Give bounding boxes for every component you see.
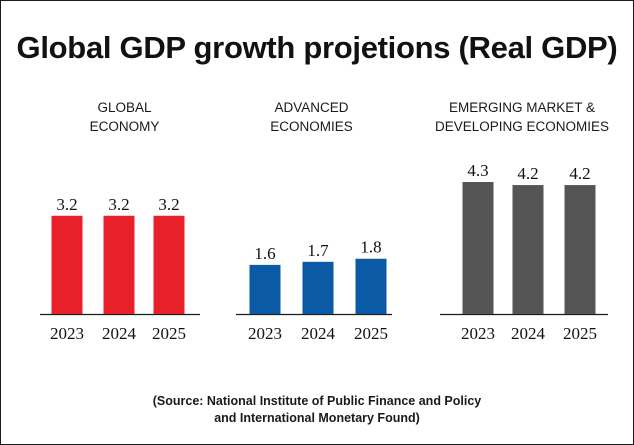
panel-title-advanced: ADVANCED ECONOMIES — [270, 100, 353, 134]
data-label-emerging-2025: 4.2 — [569, 164, 590, 183]
panel-title-global: GLOBAL ECONOMY — [89, 100, 160, 134]
bar-global-2024 — [103, 215, 135, 314]
data-label-global-2024: 3.2 — [108, 195, 129, 214]
x-tick-advanced-2024: 2024 — [301, 324, 336, 343]
x-tick-advanced-2025: 2025 — [354, 324, 388, 343]
x-tick-global-2023: 2023 — [50, 324, 84, 343]
bar-global-2025 — [153, 215, 185, 314]
x-tick-advanced-2023: 2023 — [248, 324, 282, 343]
bar-advanced-2025 — [355, 258, 387, 314]
panel-title-emerging: EMERGING MARKET & DEVELOPING ECONOMIES — [434, 100, 610, 134]
data-label-advanced-2025: 1.8 — [360, 238, 381, 257]
chart-title: Global GDP growth projetions (Real GDP) — [16, 30, 618, 65]
x-tick-global-2024: 2024 — [102, 324, 137, 343]
x-tick-emerging-2023: 2023 — [461, 324, 495, 343]
data-label-global-2025: 3.2 — [158, 195, 179, 214]
bar-advanced-2024 — [302, 261, 334, 314]
data-label-advanced-2024: 1.7 — [307, 241, 329, 260]
bar-emerging-2025 — [564, 185, 596, 314]
data-label-global-2023: 3.2 — [56, 195, 77, 214]
x-tick-global-2025: 2025 — [152, 324, 186, 343]
bar-advanced-2023 — [249, 264, 281, 314]
bar-emerging-2023 — [462, 182, 494, 314]
x-tick-emerging-2025: 2025 — [563, 324, 597, 343]
data-label-emerging-2024: 4.2 — [517, 164, 538, 183]
data-label-emerging-2023: 4.3 — [467, 161, 488, 180]
source-note: (Source: National Institute of Public Fi… — [152, 394, 482, 425]
x-tick-emerging-2024: 2024 — [511, 324, 546, 343]
bar-global-2023 — [51, 215, 83, 314]
data-label-advanced-2023: 1.6 — [254, 244, 275, 263]
bar-emerging-2024 — [512, 185, 544, 314]
